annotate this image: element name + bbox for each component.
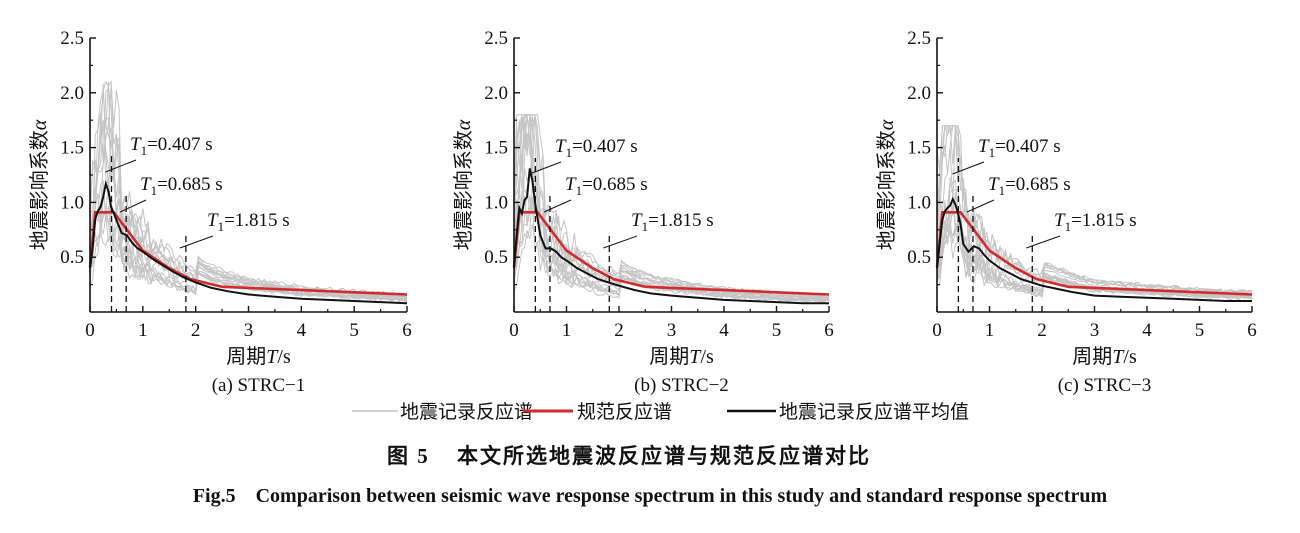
x-tick-label: 0 <box>509 320 519 341</box>
period-annotation: T1=0.685 s <box>140 174 223 198</box>
y-axis-label: 地震影响系数α <box>875 119 898 250</box>
x-tick-label: 1 <box>562 320 572 341</box>
period-annotation: T1=0.685 s <box>988 174 1071 198</box>
panel-subtitle: (b) STRC−2 <box>634 375 729 396</box>
record-spectrum-line <box>513 113 830 300</box>
x-tick-label: 0 <box>932 320 942 341</box>
x-tick-label: 6 <box>402 320 412 341</box>
period-annotation: T1=1.815 s <box>1054 210 1137 234</box>
chart-panel-3: T1=0.407 s T1=0.685 s T1=1.815 s 0 1 2 3 4 5 6 0.5… <box>875 28 1257 396</box>
y-tick-label: 2.5 <box>484 28 508 49</box>
annotation-leader <box>603 235 638 249</box>
legend-code-label: 规范反应谱 <box>577 401 672 423</box>
annotation-leader <box>529 161 562 175</box>
legend-records-label: 地震记录反应谱 <box>400 401 533 423</box>
record-spectrum-line <box>89 80 408 296</box>
record-spectrum-line <box>513 195 830 303</box>
annotation-leader <box>543 199 572 213</box>
y-tick-label: 1.5 <box>484 138 508 159</box>
x-axis-label: 周期T/s <box>649 346 714 368</box>
record-spectra <box>89 80 408 303</box>
code-spectrum-line <box>512 211 830 296</box>
x-tick-label: 2 <box>614 320 624 341</box>
x-tick-label: 2 <box>191 320 201 341</box>
x-tick-label: 4 <box>719 320 729 341</box>
panel-subtitle: (c) STRC−3 <box>1058 375 1152 396</box>
y-tick-label: 1.5 <box>60 138 84 159</box>
record-spectrum-line <box>89 85 408 298</box>
chart-panel-1: T1=0.407 s T1=0.685 s T1=1.815 s 0 1 2 3 4 5 6 0.5… <box>28 28 412 396</box>
x-tick-label: 3 <box>667 320 677 341</box>
y-tick-label: 2.0 <box>907 83 931 104</box>
mean-spectrum-line <box>936 196 1252 302</box>
period-annotation: T1=1.815 s <box>631 210 714 234</box>
x-tick-label: 4 <box>1142 320 1152 341</box>
x-tick-label: 2 <box>1037 320 1047 341</box>
x-tick-label: 0 <box>85 320 95 341</box>
chart-panel-2: T1=0.407 s T1=0.685 s T1=1.815 s 0 1 2 3 4 5 6 0.5… <box>452 28 834 396</box>
x-axis-label: 周期T/s <box>1072 346 1137 368</box>
y-tick-label: 0.5 <box>484 247 508 268</box>
mean-spectrum-line <box>513 168 829 305</box>
x-tick-label: 6 <box>1247 320 1257 341</box>
y-tick-label: 1.5 <box>907 138 931 159</box>
x-tick-label: 3 <box>244 320 254 341</box>
y-tick-label: 0.5 <box>907 247 931 268</box>
y-tick-label: 2.0 <box>60 83 84 104</box>
y-tick-label: 2.5 <box>60 28 84 49</box>
caption-cn-title: 本文所选地震波反应谱与规范反应谱对比 <box>457 444 871 468</box>
panel-subtitle: (a) STRC−1 <box>212 375 306 396</box>
annotation-leader <box>966 199 995 213</box>
annotation-leader <box>119 199 147 213</box>
caption: 图 5 本文所选地震波反应谱与规范反应谱对比 Fig.5 Comparison … <box>193 444 1108 507</box>
y-tick-label: 1.0 <box>484 192 508 213</box>
y-tick-label: 1.0 <box>60 192 84 213</box>
x-tick-label: 5 <box>772 320 782 341</box>
y-tick-label: 0.5 <box>60 247 84 268</box>
y-axis-label: 地震影响系数α <box>452 119 475 250</box>
legend: 地震记录反应谱 规范反应谱 地震记录反应谱平均值 <box>352 401 969 423</box>
y-tick-label: 2.0 <box>484 83 508 104</box>
period-annotation: T1=0.685 s <box>565 174 648 198</box>
x-tick-label: 5 <box>349 320 359 341</box>
y-axis-label: 地震影响系数α <box>28 119 51 250</box>
x-tick-label: 4 <box>297 320 307 341</box>
caption-cn-label: 图 5 <box>387 444 430 468</box>
x-tick-label: 5 <box>1195 320 1205 341</box>
period-annotation: T1=0.407 s <box>978 136 1061 160</box>
record-spectrum-line <box>936 125 1253 294</box>
x-tick-label: 6 <box>824 320 834 341</box>
mean-spectrum-line <box>89 180 408 305</box>
annotation-leader <box>952 161 985 175</box>
record-spectrum-line <box>89 149 408 300</box>
legend-mean-label: 地震记录反应谱平均值 <box>779 401 969 423</box>
period-annotation: T1=0.407 s <box>130 134 213 158</box>
x-axis-label: 周期T/s <box>226 346 291 368</box>
x-tick-label: 1 <box>985 320 995 341</box>
code-spectrum-line <box>88 211 408 296</box>
record-spectra <box>513 113 830 304</box>
annotation-leader <box>105 159 137 173</box>
period-annotation: T1=0.407 s <box>555 136 638 160</box>
x-tick-label: 1 <box>138 320 148 341</box>
period-annotation: T1=1.815 s <box>207 210 290 234</box>
x-tick-label: 3 <box>1090 320 1100 341</box>
caption-en: Fig.5 Comparison between seismic wave re… <box>193 485 1108 507</box>
record-spectrum-line <box>513 198 830 303</box>
record-spectrum-line <box>936 218 1253 300</box>
record-spectrum-line <box>89 117 408 298</box>
annotation-leader <box>1026 235 1061 249</box>
panels: T1=0.407 s T1=0.685 s T1=1.815 s 0 1 2 3 4 5 6 0.5… <box>28 28 1257 396</box>
y-tick-label: 1.0 <box>907 192 931 213</box>
annotation-leader <box>179 235 214 249</box>
y-tick-label: 2.5 <box>907 28 931 49</box>
